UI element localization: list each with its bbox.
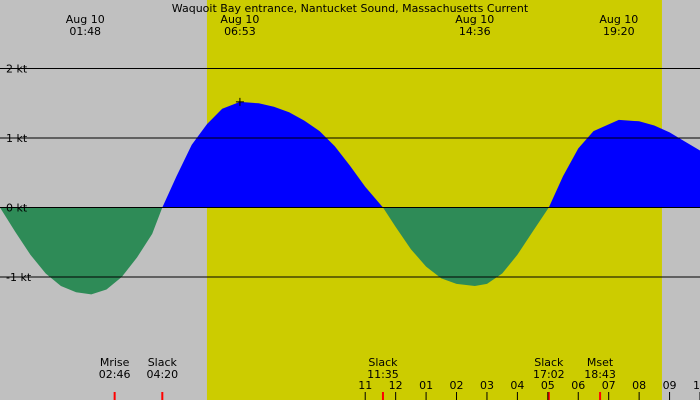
- y-tick-label: 2 kt: [6, 63, 28, 76]
- x-tick-label: 06: [571, 379, 585, 392]
- x-tick-label: 09: [663, 379, 677, 392]
- x-tick-label: 01: [419, 379, 433, 392]
- top-date-label: Aug 10: [220, 13, 259, 26]
- x-tick-mark: [547, 392, 549, 400]
- top-time-label: 01:48: [69, 25, 101, 38]
- x-tick-mark: [425, 392, 427, 400]
- event-label: Mset: [587, 356, 614, 369]
- x-axis-ticks: 1112010203040506070809101112010203040506…: [358, 379, 700, 400]
- y-axis-labels: 2 kt 1 kt 0 kt -1 kt: [6, 63, 32, 285]
- flood-current-area: [0, 101, 700, 208]
- event-tick: [381, 392, 384, 400]
- x-tick-label: 05: [541, 379, 555, 392]
- top-time-label: 19:20: [603, 25, 635, 38]
- event-label: Slack: [148, 356, 178, 369]
- x-tick-mark: [486, 392, 488, 400]
- event-time-label: 11:35: [367, 368, 399, 381]
- top-date-label: Aug 10: [66, 13, 105, 26]
- y-tick-label: 0 kt: [6, 202, 28, 215]
- bottom-event-labels: ck41Mrise02:46Slack04:20Slack11:35Slack1…: [99, 356, 616, 400]
- event-tick: [113, 392, 116, 400]
- x-tick-mark: [395, 392, 397, 400]
- event-tick: [161, 392, 164, 400]
- x-tick-mark: [516, 392, 518, 400]
- x-tick-mark: [456, 392, 458, 400]
- peak-markers: [235, 97, 244, 106]
- chart-title: Waquoit Bay entrance, Nantucket Sound, M…: [172, 2, 529, 15]
- event-time-label: 02:46: [99, 368, 131, 381]
- event-tick: [599, 392, 602, 400]
- x-tick-mark: [364, 392, 366, 400]
- top-time-label: 14:36: [459, 25, 491, 38]
- x-tick-label: 07: [602, 379, 616, 392]
- x-tick-mark: [669, 392, 671, 400]
- y-tick-label: 1 kt: [6, 132, 28, 145]
- ebb-current-area: [0, 207, 700, 295]
- x-tick-label: 03: [480, 379, 494, 392]
- x-tick-mark: [577, 392, 579, 400]
- x-tick-label: 11: [358, 379, 372, 392]
- gridlines: [0, 68, 700, 278]
- event-time-label: 17:02: [533, 368, 565, 381]
- x-tick-mark: [608, 392, 610, 400]
- x-tick-label: 10: [693, 379, 700, 392]
- event-label: Slack: [368, 356, 398, 369]
- top-date-label: Aug 10: [455, 13, 494, 26]
- y-tick-label: -1 kt: [6, 271, 32, 284]
- event-tick: [547, 392, 550, 400]
- event-label: Mrise: [100, 356, 130, 369]
- top-date-label: Aug 10: [599, 13, 638, 26]
- event-label: Slack: [534, 356, 564, 369]
- event-time-label: 04:20: [146, 368, 178, 381]
- x-tick-label: 04: [510, 379, 524, 392]
- x-tick-label: 02: [450, 379, 464, 392]
- x-tick-label: 12: [389, 379, 403, 392]
- top-time-label: 06:53: [224, 25, 256, 38]
- x-tick-label: 08: [632, 379, 646, 392]
- x-tick-mark: [638, 392, 640, 400]
- event-time-label: 18:43: [584, 368, 616, 381]
